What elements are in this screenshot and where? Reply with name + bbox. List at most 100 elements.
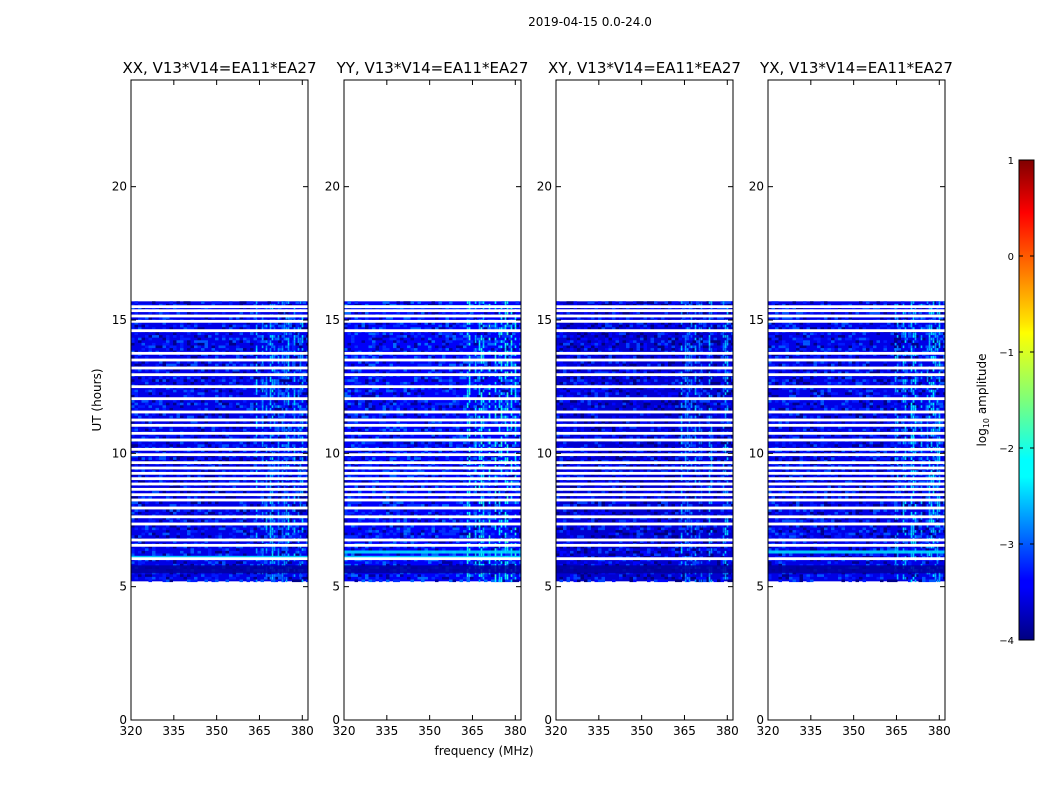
gap-line: [768, 431, 945, 435]
gap-line: [768, 305, 945, 309]
gap-line: [768, 397, 945, 401]
gap-line: [131, 447, 308, 451]
gap-line: [556, 438, 733, 442]
x-tick-label: 365: [248, 724, 271, 738]
gap-line: [556, 493, 733, 497]
y-tick-label: 0: [756, 713, 764, 727]
gap-line: [556, 309, 733, 313]
panels: XX, V13*V14=EA11*EA27 320 335 350 365 380 0 5 10…: [112, 59, 953, 738]
gap-line: [768, 487, 945, 491]
x-tick-label: 380: [291, 724, 314, 738]
y-tick-label: 15: [325, 313, 340, 327]
gap-line: [131, 385, 308, 389]
spectrogram: [344, 301, 521, 583]
gap-line: [131, 305, 308, 309]
gap-line: [344, 522, 521, 526]
gap-line: [131, 466, 308, 470]
colorbar-tick-label: −3: [999, 540, 1014, 551]
gap-line: [344, 498, 521, 502]
gap-line: [344, 305, 521, 309]
gap-line: [344, 410, 521, 414]
y-tick-label: 20: [112, 180, 127, 194]
x-tick-label: 335: [799, 724, 822, 738]
gap-line: [768, 373, 945, 377]
gap-line: [768, 482, 945, 486]
gap-line: [556, 522, 733, 526]
gap-line: [768, 418, 945, 422]
gap-line: [556, 471, 733, 475]
gap-line: [556, 397, 733, 401]
gap-line: [344, 385, 521, 389]
gap-line: [556, 329, 733, 333]
gap-line: [131, 351, 308, 355]
gap-line: [344, 438, 521, 442]
gap-line: [768, 461, 945, 465]
gap-line: [131, 309, 308, 313]
gap-line: [556, 543, 733, 547]
gap-line: [131, 543, 308, 547]
x-tick-label: 350: [418, 724, 441, 738]
spectrogram: [131, 301, 308, 583]
colorbar-tick-label: 0: [1008, 252, 1014, 263]
gap-line: [556, 482, 733, 486]
axes-frame: [130, 79, 309, 721]
gap-line: [556, 373, 733, 377]
gap-line: [768, 366, 945, 370]
gap-line: [556, 515, 733, 519]
gap-line: [131, 418, 308, 422]
x-tick-label: 320: [120, 724, 143, 738]
spectrogram: [556, 301, 733, 583]
x-tick-label: 380: [504, 724, 527, 738]
gap-line: [344, 314, 521, 318]
gap-line: [344, 423, 521, 427]
x-tick-label: 350: [630, 724, 653, 738]
gap-line: [768, 515, 945, 519]
x-tick-label: 335: [375, 724, 398, 738]
gap-line: [556, 314, 733, 318]
gap-line: [556, 305, 733, 309]
x-tick-label: 335: [162, 724, 185, 738]
gap-line: [131, 461, 308, 465]
gap-line: [131, 498, 308, 502]
gap-line: [344, 309, 521, 313]
gap-line: [556, 453, 733, 457]
gap-line: [131, 397, 308, 401]
panel-title: YX, V13*V14=EA11*EA27: [759, 59, 953, 77]
gap-line: [768, 351, 945, 355]
colorbar-tick-label: −4: [999, 636, 1014, 647]
gap-line: [344, 557, 521, 561]
y-tick-label: 10: [749, 446, 764, 460]
gap-line: [556, 498, 733, 502]
gap-line: [556, 319, 733, 323]
spectrogram: [768, 301, 945, 583]
y-tick-label: 5: [332, 580, 340, 594]
y-tick-label: 0: [119, 713, 127, 727]
gap-line: [556, 461, 733, 465]
y-tick-label: 15: [749, 313, 764, 327]
y-tick-label: 5: [544, 580, 552, 594]
gap-line: [344, 543, 521, 547]
gap-line: [131, 538, 308, 542]
colorbar-scale: [1018, 159, 1035, 641]
y-tick-label: 10: [537, 446, 552, 460]
colorbar-tick-label: −2: [999, 444, 1014, 455]
gap-line: [131, 373, 308, 377]
gap-line: [768, 498, 945, 502]
gap-line: [556, 385, 733, 389]
gap-line: [556, 477, 733, 481]
gap-line: [768, 309, 945, 313]
gap-line: [768, 453, 945, 457]
gap-line: [344, 397, 521, 401]
gap-line: [344, 373, 521, 377]
gap-line: [556, 418, 733, 422]
y-tick-label: 20: [537, 180, 552, 194]
gap-line: [344, 418, 521, 422]
gap-line: [131, 482, 308, 486]
gap-line: [768, 314, 945, 318]
colorbar-tick-label: 1: [1008, 156, 1014, 167]
gap-line: [556, 366, 733, 370]
x-tick-label: 365: [885, 724, 908, 738]
y-tick-label: 10: [112, 446, 127, 460]
y-tick-label: 10: [325, 446, 340, 460]
gap-line: [556, 447, 733, 451]
